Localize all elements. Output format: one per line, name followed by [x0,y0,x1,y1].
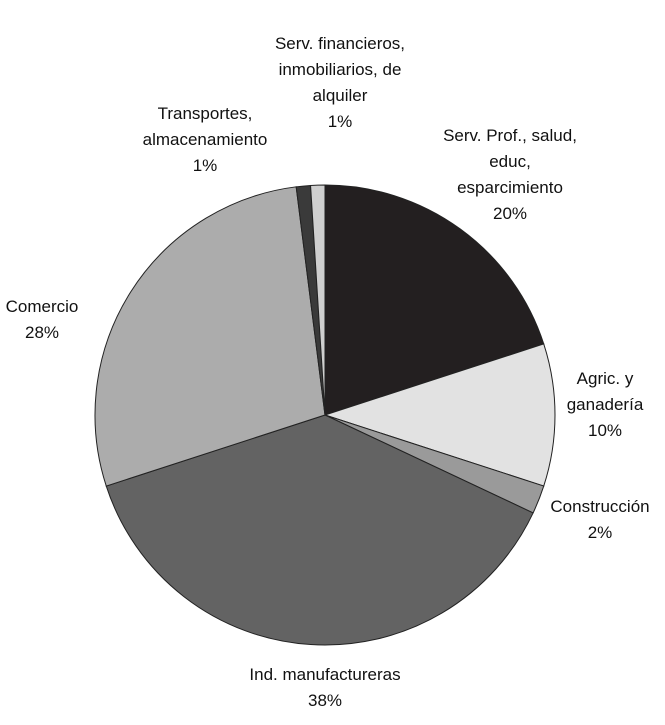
value-label: 1% [192,156,218,175]
category-label: Transportes, almacenamiento [142,104,268,149]
pie-slice [323,343,556,487]
category-label: Serv. financieros, inmobiliarios, de alq… [274,34,406,105]
category-label: Ind. manufactureras [249,665,401,684]
value-label: 38% [307,691,343,710]
pie-slice [310,184,326,416]
slice-label: Serv. Prof., salud, educ, esparcimiento 2… [435,123,585,227]
category-label: Construcción [550,497,650,516]
slice-label: Construcción 2% [535,494,665,546]
pie-slice [105,414,534,646]
category-label: Agric. y ganadería [566,369,644,414]
pie-slice [94,186,326,487]
slice-label: Transportes, almacenamiento 1% [125,101,285,179]
slice-label: Agric. y ganadería 10% [550,366,660,444]
value-label: 20% [492,204,528,223]
category-label: Serv. Prof., salud, educ, esparcimiento [443,126,577,197]
value-label: 2% [587,523,613,542]
slice-label: Comercio 28% [0,294,87,346]
slice-label: Serv. financieros, inmobiliarios, de alq… [253,31,428,135]
slice-label: Ind. manufactureras 38% [225,662,425,714]
value-label: 10% [587,421,623,440]
value-label: 28% [24,323,60,342]
value-label: 1% [327,112,353,131]
pie-slice [324,184,545,416]
category-label: Comercio [5,297,79,316]
